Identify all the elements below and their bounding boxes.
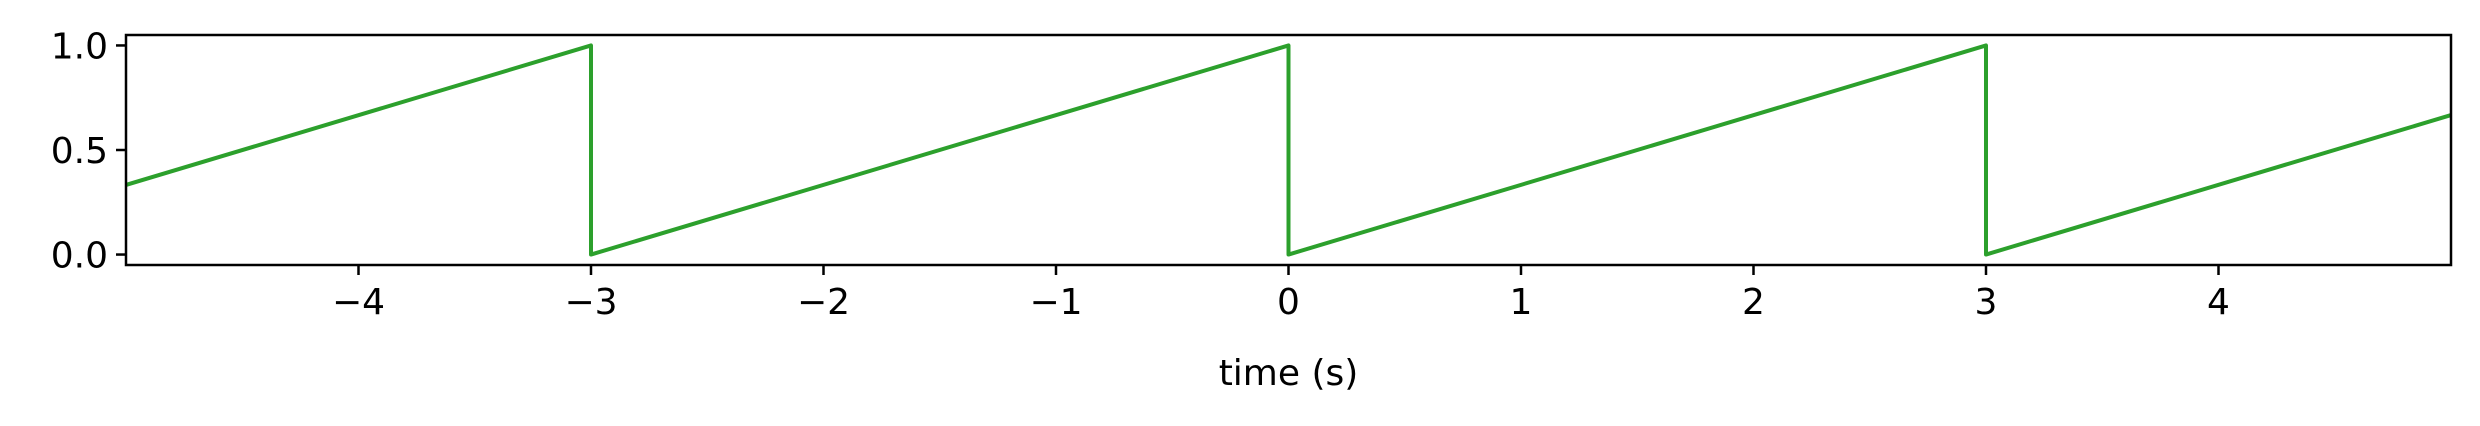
- x-tick-label: −1: [1029, 282, 1082, 323]
- x-axis: −4 −3 −2 −1 0 1 2 3 4: [332, 265, 2230, 323]
- x-tick-label: 3: [1975, 282, 1998, 323]
- y-axis: 0.0 0.5 1.0: [51, 26, 126, 277]
- x-tick-label: 0: [1277, 282, 1300, 323]
- x-tick-label: 4: [2207, 282, 2230, 323]
- x-tick-label: −2: [797, 282, 850, 323]
- x-tick-label: −4: [332, 282, 385, 323]
- x-tick-label: 2: [1742, 282, 1765, 323]
- sawtooth-series-line: [125, 43, 2452, 257]
- y-tick-label: 0.5: [51, 131, 108, 172]
- series-layer: [125, 43, 2452, 257]
- x-axis-title: time (s): [1219, 353, 1359, 394]
- y-tick-label: 1.0: [51, 26, 108, 67]
- x-tick-label: 1: [1510, 282, 1533, 323]
- x-tick-label: −3: [564, 282, 617, 323]
- y-tick-label: 0.0: [51, 236, 108, 277]
